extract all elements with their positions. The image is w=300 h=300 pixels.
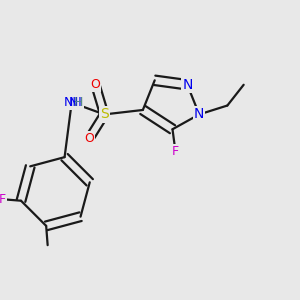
Text: N: N bbox=[182, 78, 193, 92]
Text: N: N bbox=[68, 96, 78, 109]
Text: F: F bbox=[0, 193, 6, 206]
Text: H: H bbox=[74, 96, 83, 109]
Text: O: O bbox=[85, 132, 94, 145]
Text: N: N bbox=[194, 107, 204, 122]
Text: O: O bbox=[91, 78, 100, 91]
Text: S: S bbox=[100, 107, 109, 122]
Text: NH: NH bbox=[64, 96, 82, 109]
Text: F: F bbox=[172, 145, 179, 158]
